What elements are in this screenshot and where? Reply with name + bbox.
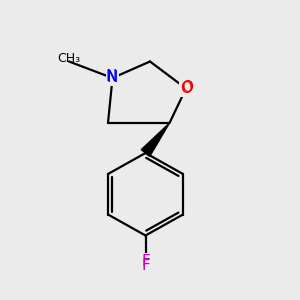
- Text: CH₃: CH₃: [57, 52, 81, 65]
- Polygon shape: [141, 123, 169, 156]
- Text: N: N: [107, 70, 118, 86]
- Text: O: O: [182, 80, 194, 95]
- Text: O: O: [180, 81, 192, 96]
- Text: F: F: [141, 254, 150, 268]
- Text: N: N: [105, 69, 117, 84]
- Text: F: F: [141, 258, 150, 273]
